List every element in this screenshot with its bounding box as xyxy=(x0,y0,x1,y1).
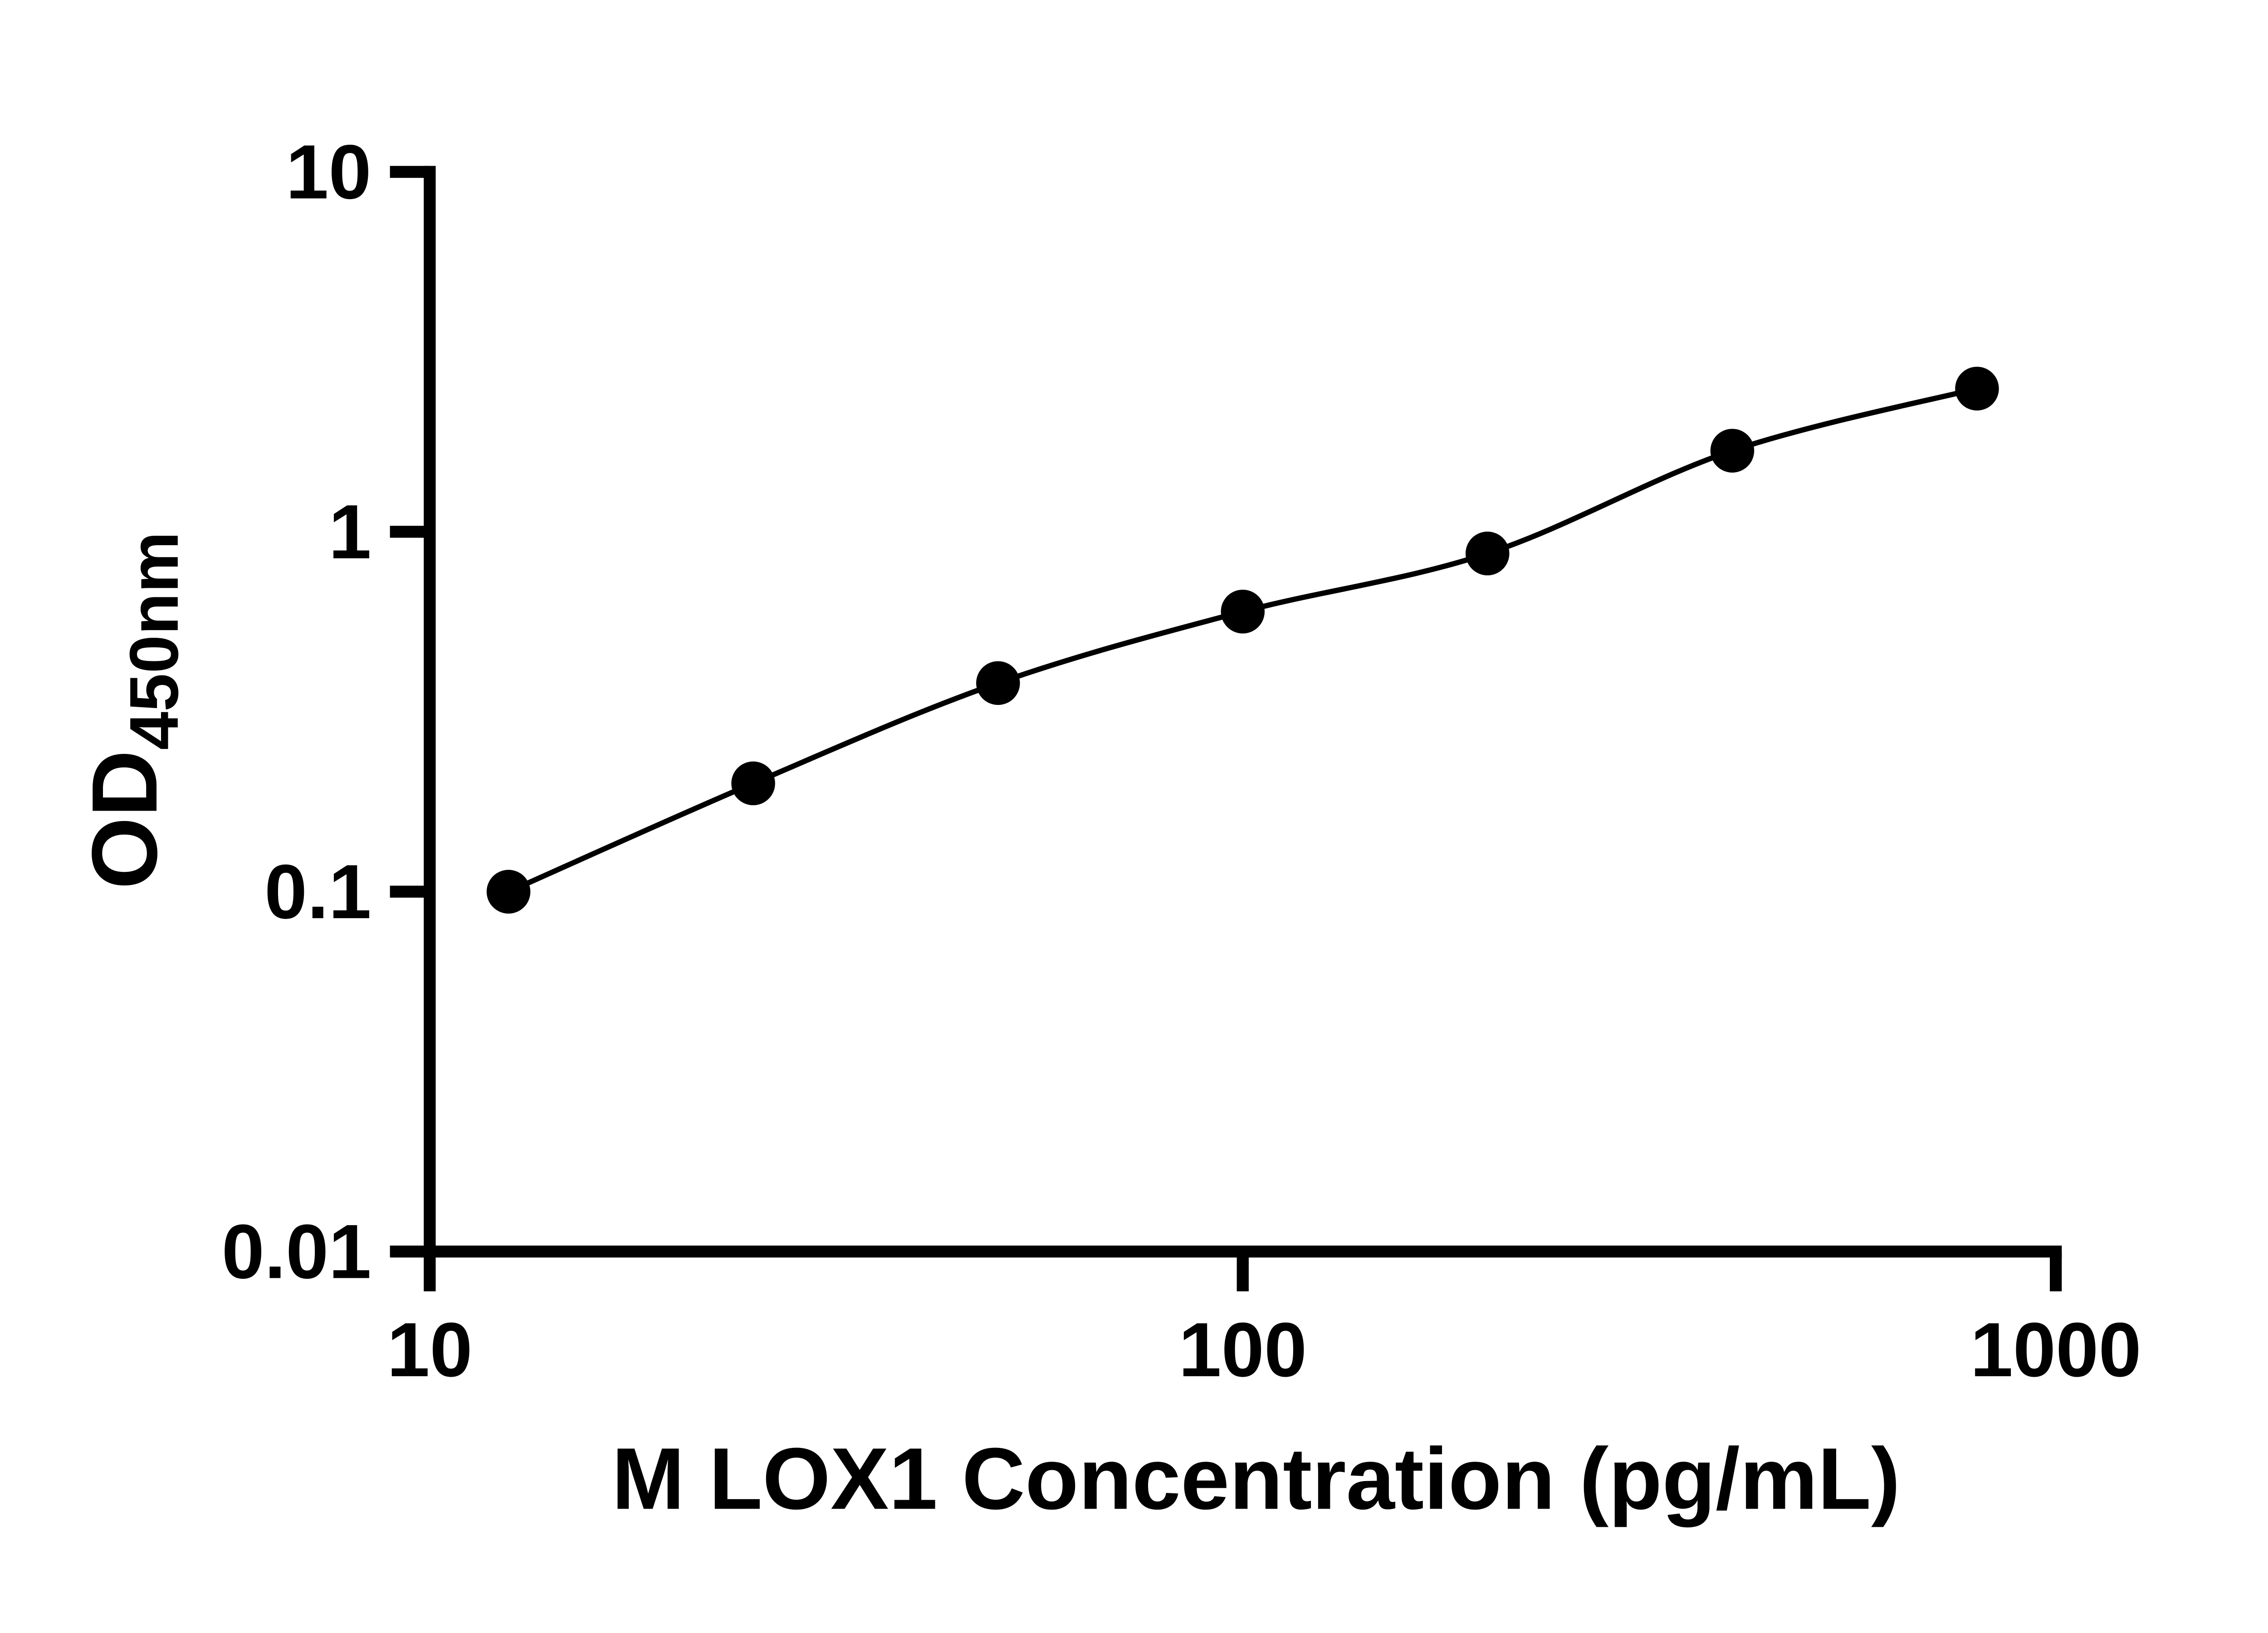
x-axis-title: M LOX1 Concentration (pg/mL) xyxy=(612,1429,1901,1527)
y-axis-title-subscript: 450nm xyxy=(116,532,193,750)
x-tick-label: 1000 xyxy=(1970,1306,2141,1393)
x-tick-label: 10 xyxy=(387,1306,473,1393)
x-tick-label: 100 xyxy=(1178,1306,1307,1393)
data-point-marker xyxy=(976,661,1020,705)
data-point-marker xyxy=(1955,367,1999,411)
y-tick-label: 10 xyxy=(286,128,371,215)
data-point-marker xyxy=(1221,590,1265,634)
y-tick-label: 0.01 xyxy=(222,1208,371,1295)
y-axis-title: OD450nm xyxy=(73,532,193,890)
trend-line xyxy=(507,386,1978,895)
y-tick-label: 1 xyxy=(328,489,371,575)
data-point-marker xyxy=(1465,531,1510,576)
y-tick-label: 0.1 xyxy=(264,848,371,934)
data-point-marker xyxy=(731,761,775,806)
data-point-marker xyxy=(1710,429,1755,473)
plot-area: 10 100 1000 10 1 0.1 0.01 xyxy=(222,128,2141,1392)
data-point-marker xyxy=(486,870,531,914)
y-axis-title-main: OD xyxy=(73,750,176,889)
